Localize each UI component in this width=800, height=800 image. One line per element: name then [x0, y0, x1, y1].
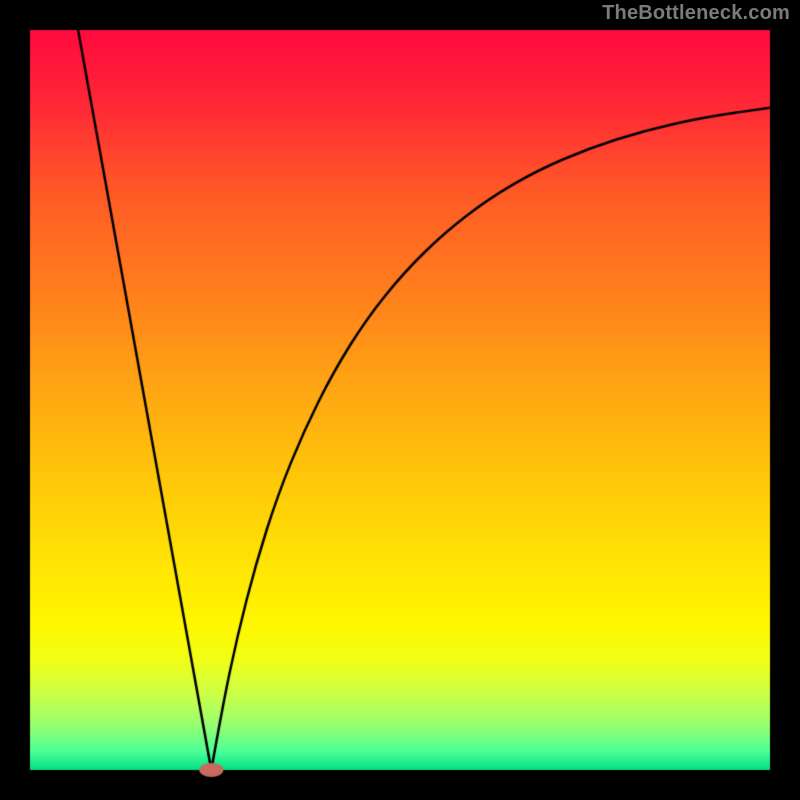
- bottleneck-curve-chart: [0, 0, 800, 800]
- chart-container: { "meta": { "watermark_text": "TheBottle…: [0, 0, 800, 800]
- watermark-text: TheBottleneck.com: [602, 2, 790, 25]
